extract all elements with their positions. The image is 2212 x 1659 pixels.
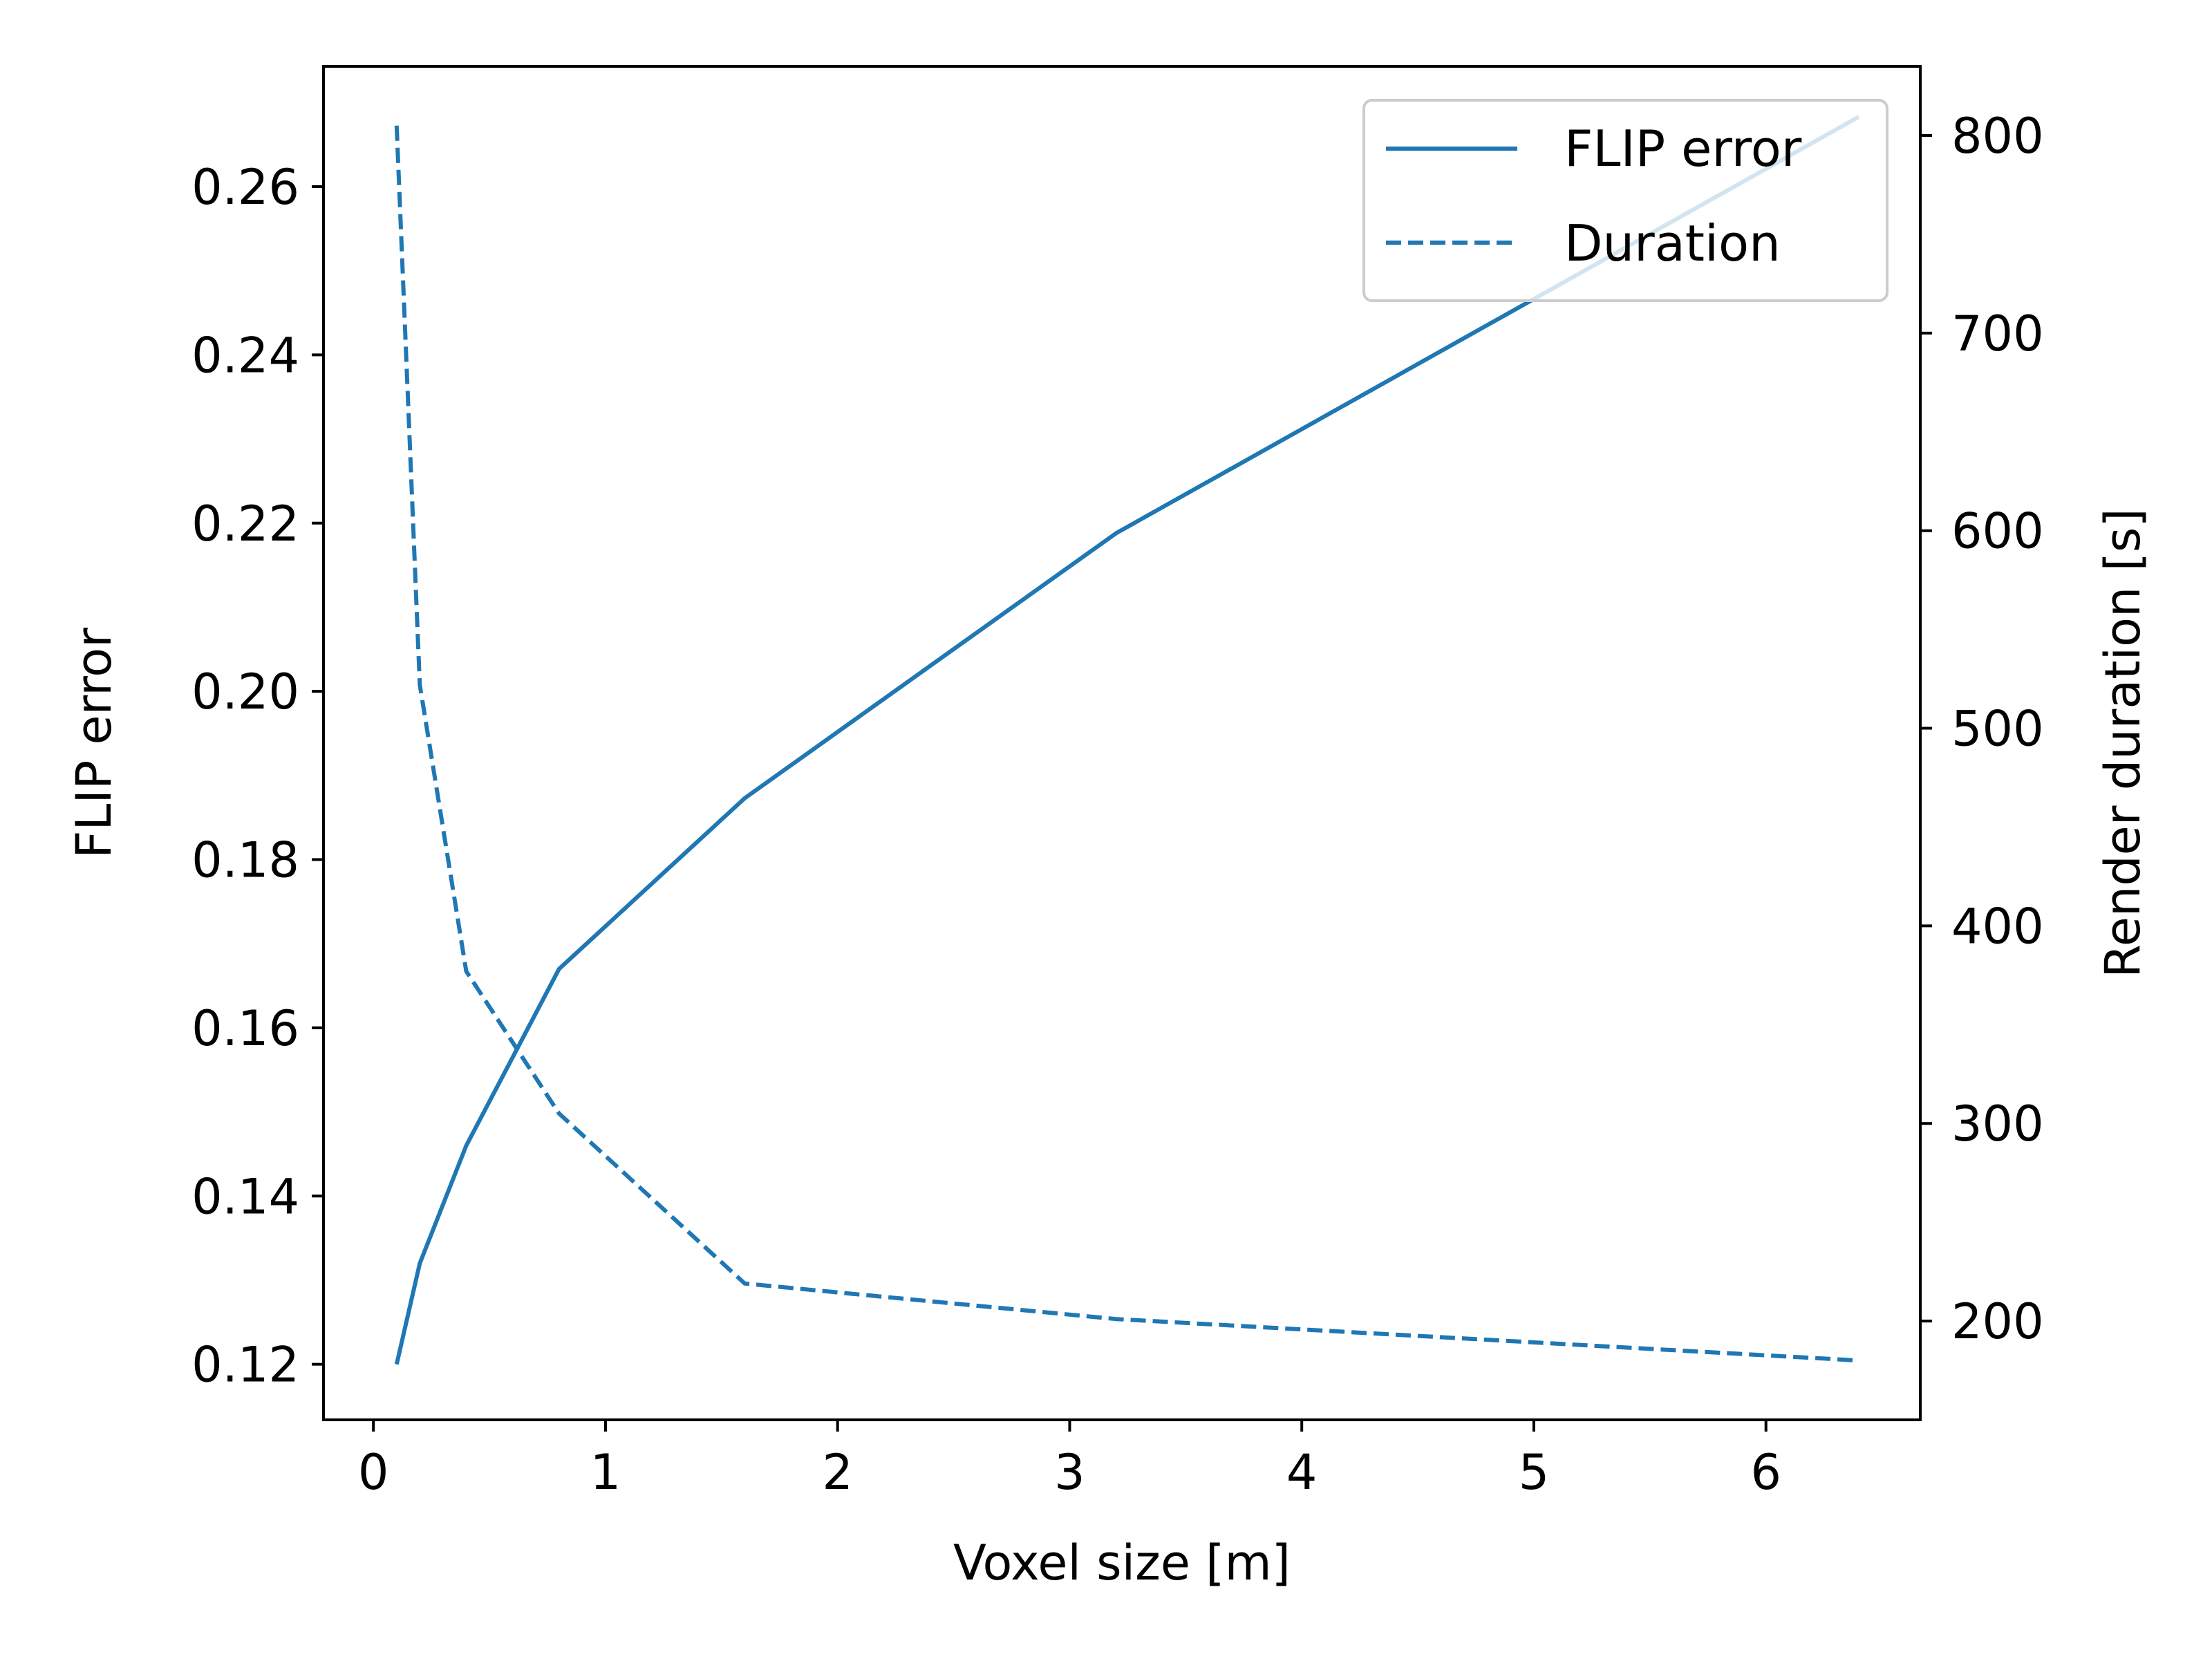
x-tick-label: 2	[822, 1444, 853, 1501]
series-line-2	[394, 125, 1859, 1363]
y2-tick-label: 600	[1951, 503, 2044, 560]
legend: FLIP error Duration	[1362, 99, 1888, 302]
y-tick-label: 0.24	[191, 327, 299, 384]
y-tick-label: 0.12	[191, 1337, 299, 1394]
y2-tick-label: 300	[1951, 1096, 2044, 1152]
x-tick-label: 4	[1286, 1444, 1318, 1501]
y-axis-label: FLIP error	[66, 628, 122, 859]
y-tick-label: 0.16	[191, 1000, 299, 1057]
axis-ticks: 0 1 2 3 4 5 6 0.12 0.14 0.16 0.18 0.20 0.22 0.24 0.26 2…	[191, 108, 2043, 1501]
x-tick-label: 5	[1519, 1444, 1550, 1501]
plot-frame	[322, 65, 1922, 1421]
y2-tick-label: 500	[1951, 701, 2044, 758]
y-tick-label: 0.14	[191, 1168, 299, 1225]
y-tick-label: 0.18	[191, 832, 299, 889]
y2-axis-label: Render duration [s]	[2094, 508, 2151, 977]
legend-label-duration: Duration	[1564, 214, 1781, 272]
y2-tick-label: 700	[1951, 306, 2044, 362]
plot-marks	[394, 115, 1860, 1365]
y-tick-label: 0.22	[191, 496, 299, 552]
legend-label-flip-error: FLIP error	[1564, 120, 1802, 178]
x-axis-label: Voxel size [m]	[953, 1535, 1291, 1591]
y2-tick-label: 400	[1951, 898, 2044, 955]
series-line-1	[394, 115, 1860, 1365]
y-tick-label: 0.26	[191, 159, 299, 216]
y2-tick-label: 200	[1951, 1293, 2044, 1350]
x-tick-label: 1	[590, 1444, 621, 1501]
y-tick-label: 0.20	[191, 664, 299, 720]
x-tick-label: 0	[358, 1444, 389, 1501]
x-tick-label: 6	[1750, 1444, 1781, 1501]
y2-tick-label: 800	[1951, 108, 2044, 165]
x-tick-label: 3	[1054, 1444, 1085, 1501]
